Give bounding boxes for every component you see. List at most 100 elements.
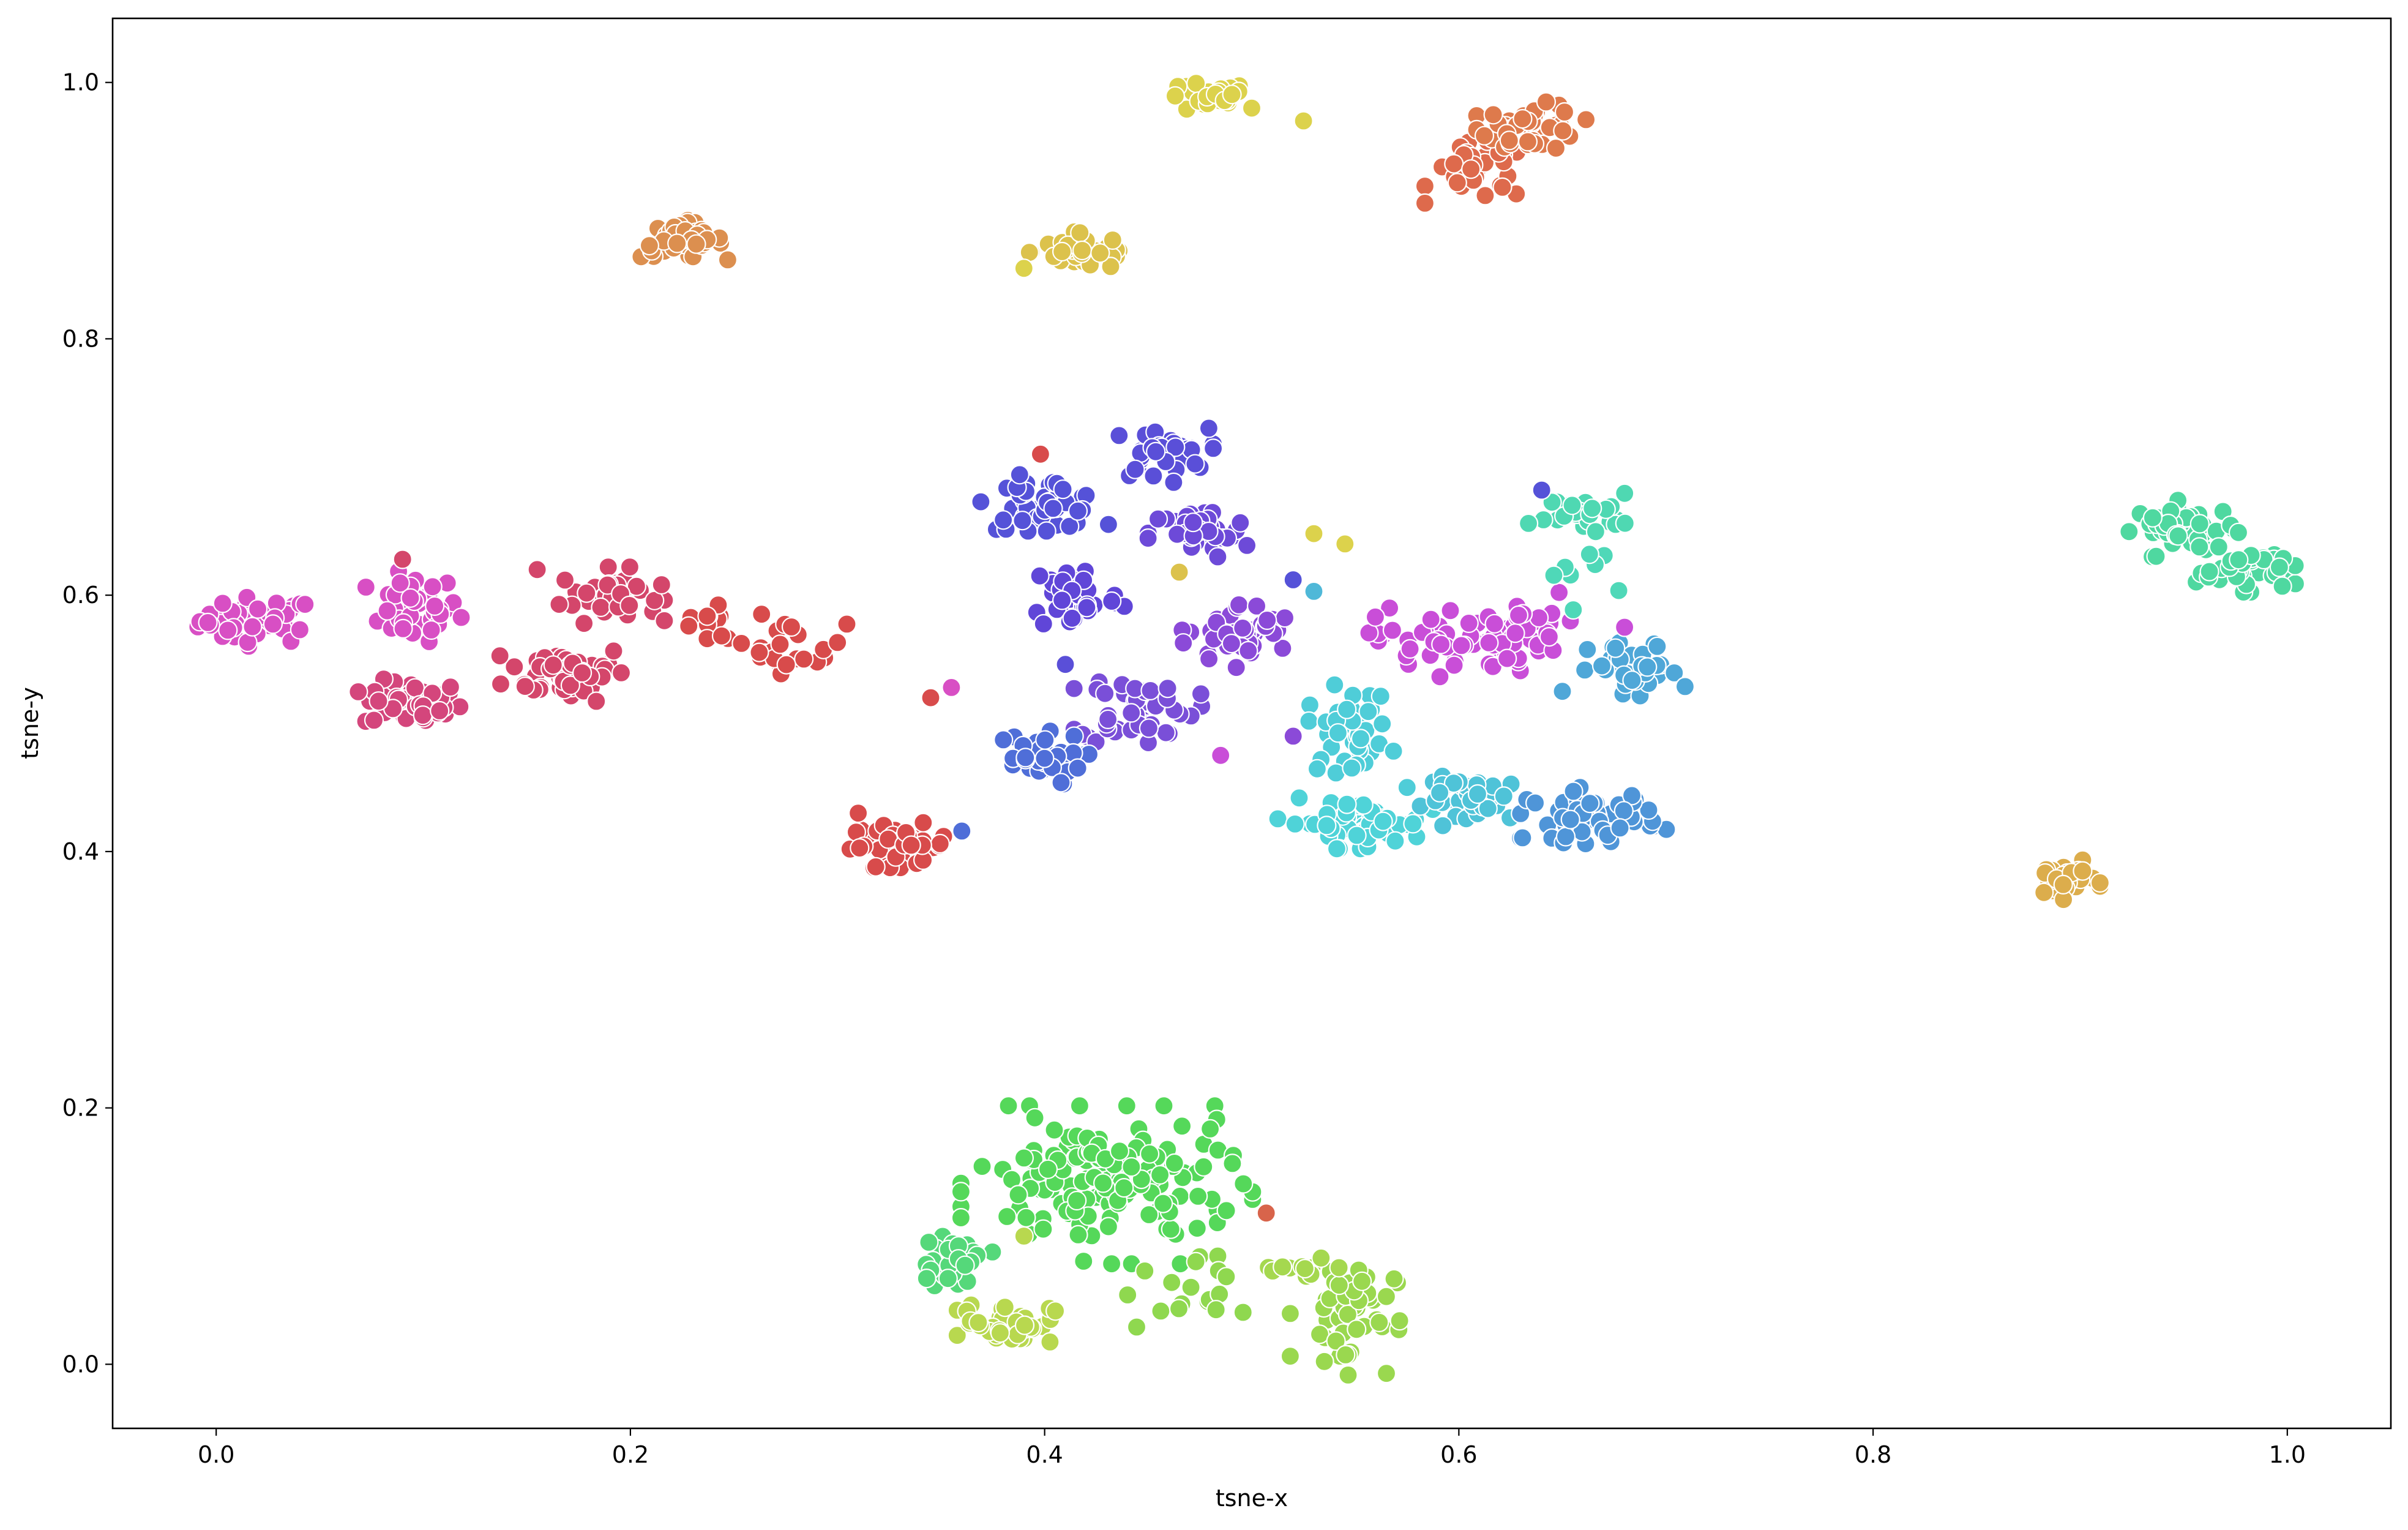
x-axis-ticks: 0.0 0.2 0.4 0.6 0.8 1.0 [198, 1428, 2306, 1468]
data-point [1483, 105, 1503, 125]
data-point [1216, 1201, 1236, 1221]
data-point [1329, 1275, 1349, 1296]
data-point [1268, 809, 1288, 829]
data-point [527, 560, 547, 580]
data-point [1637, 657, 1658, 677]
data-point [1358, 702, 1378, 722]
data-point [1517, 132, 1538, 152]
data-point [1053, 479, 1073, 500]
data-point [711, 626, 732, 646]
data-point [1311, 1248, 1331, 1268]
data-point [1382, 620, 1402, 640]
data-point [263, 614, 283, 634]
data-point [1389, 1311, 1410, 1331]
x-tick-label: 0.4 [1026, 1441, 1063, 1468]
data-point [1283, 569, 1303, 590]
data-point [752, 604, 772, 624]
data-point [1012, 511, 1033, 531]
data-point [1397, 778, 1417, 798]
data-point [1479, 632, 1499, 653]
data-point [295, 594, 315, 615]
data-point [1068, 501, 1088, 521]
data-point [1014, 258, 1034, 279]
data-point [679, 616, 699, 636]
data-point [490, 674, 511, 694]
data-point [1236, 535, 1257, 556]
data-point [1068, 758, 1088, 778]
data-point [1014, 1315, 1035, 1335]
data-point [1342, 758, 1362, 778]
data-point [770, 634, 790, 654]
data-point [1121, 703, 1142, 723]
data-point [198, 612, 218, 633]
data-point [1295, 1259, 1315, 1279]
data-point [400, 588, 421, 608]
data-point [651, 574, 671, 595]
x-tick-label: 1.0 [2269, 1441, 2306, 1468]
data-point [572, 662, 593, 683]
data-point [2189, 537, 2210, 557]
data-point [1536, 92, 1556, 112]
data-point [1064, 726, 1084, 746]
data-point [611, 662, 632, 683]
data-point [1069, 1096, 1090, 1116]
data-point [1211, 745, 1231, 765]
data-point [2146, 546, 2166, 566]
data-point [930, 833, 950, 854]
data-point [1421, 609, 1441, 629]
data-point [1125, 459, 1145, 479]
data-point [1198, 648, 1219, 669]
data-point [1525, 793, 1546, 813]
data-point [1222, 1153, 1243, 1174]
data-point [1478, 798, 1498, 819]
data-point [1609, 580, 1629, 601]
data-point [1172, 1116, 1192, 1136]
data-point [1580, 793, 1600, 814]
data-point [1335, 534, 1355, 554]
data-point [1443, 773, 1464, 793]
data-point [1038, 1159, 1058, 1179]
data-point [1233, 618, 1253, 639]
data-point [1299, 711, 1319, 732]
data-point [1615, 513, 1635, 533]
data-point [1116, 1096, 1137, 1116]
data-point [1549, 582, 1569, 602]
data-point [377, 601, 397, 621]
data-point [1169, 562, 1189, 582]
data-point [1186, 1251, 1206, 1272]
data-point [1216, 1267, 1236, 1287]
data-point [1552, 681, 1572, 702]
data-point [686, 234, 706, 254]
data-point [1338, 1365, 1358, 1385]
data-point [1283, 726, 1303, 746]
data-point [995, 1297, 1015, 1318]
data-point [1451, 636, 1471, 656]
data-point [1101, 1254, 1122, 1274]
data-point [731, 633, 752, 654]
data-point [1560, 809, 1580, 830]
y-tick-label: 0.2 [62, 1095, 99, 1122]
data-point [356, 577, 376, 598]
data-point [990, 1323, 1011, 1343]
data-point [1577, 639, 1598, 660]
data-point [971, 492, 991, 512]
data-point [952, 821, 972, 841]
data-point [1352, 1271, 1372, 1291]
data-point [1016, 1207, 1036, 1228]
data-point [2229, 550, 2249, 570]
data-point [1151, 1301, 1171, 1321]
data-point [1256, 1203, 1276, 1223]
data-point [1328, 723, 1348, 743]
data-point [1475, 186, 1495, 206]
data-point [1156, 722, 1176, 743]
data-point [1385, 831, 1405, 851]
data-point [1203, 438, 1224, 459]
data-point [1512, 109, 1533, 129]
data-point [1622, 670, 1642, 691]
data-point [393, 618, 413, 639]
data-point [2272, 576, 2292, 596]
data-point [667, 233, 687, 253]
data-point [1098, 1217, 1119, 1237]
data-point [1139, 1204, 1159, 1225]
data-point [1647, 636, 1667, 657]
